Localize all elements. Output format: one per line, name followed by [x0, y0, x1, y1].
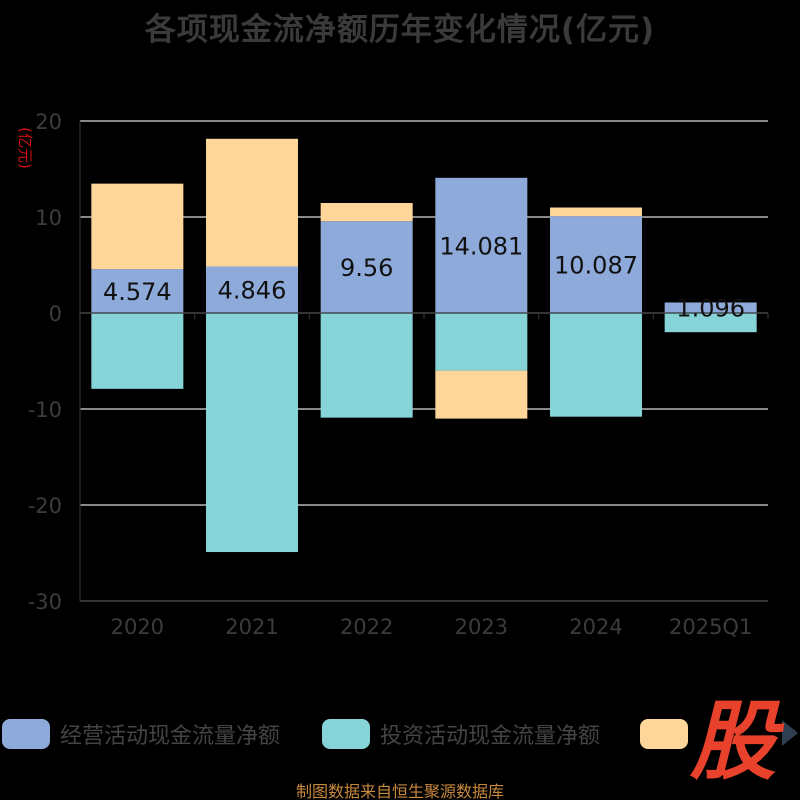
bar-series-0-2023[interactable] [435, 177, 528, 313]
y-tick-label: -20 [28, 494, 62, 518]
bar-series-0-2021[interactable] [206, 266, 298, 313]
bar-series-0-2025Q1[interactable] [664, 302, 757, 313]
legend-swatch-operating [2, 719, 50, 749]
chart-title: 各项现金流净额历年变化情况(亿元) [144, 12, 656, 48]
x-tick-label: 2020 [111, 615, 164, 639]
legend-swatch-investing [322, 719, 370, 749]
chart-svg: 20 10 0 -10 -20 -30 2020 2021 2022 2023 2024 2025Q1… [16, 110, 769, 639]
data-label-operating-2022: 9.56 [340, 254, 393, 282]
labels-layer: 4.574 4.846 9.56 14.081 10.087 1.096 [103, 232, 745, 322]
y-tick-label: -10 [28, 398, 62, 422]
legend-item-investing[interactable]: 投资活动现金流量净额 [322, 712, 600, 756]
bar-series-1-2025Q1[interactable] [664, 313, 757, 333]
legend-label-investing: 投资活动现金流量净额 [380, 724, 601, 749]
bar-series-0-2022[interactable] [320, 221, 413, 313]
x-tick-label: 2021 [225, 615, 278, 639]
bar-series-1-2021[interactable] [206, 313, 298, 553]
bar-series-1-2022[interactable] [320, 313, 413, 418]
y-tick-label: 20 [35, 110, 62, 134]
legend-item-financing[interactable] [640, 712, 698, 756]
y-tick-label: 10 [35, 206, 62, 230]
y-tick-label: 0 [49, 302, 62, 326]
bar-series-0-2020[interactable] [91, 269, 184, 313]
legend-label-operating: 经营活动现金流量净额 [60, 724, 281, 749]
y-tick-label: -30 [28, 590, 62, 614]
data-label-operating-2024: 10.087 [554, 252, 638, 280]
y-axis-label: (亿元) [16, 127, 34, 169]
x-tick-label: 2025Q1 [669, 615, 752, 639]
bar-series-1-2023[interactable] [435, 313, 528, 371]
bar-series-2-2022[interactable] [320, 202, 413, 222]
data-label-operating-2021: 4.846 [218, 277, 287, 305]
data-label-operating-2025Q1: 1.096 [676, 295, 745, 323]
watermark-logo: 股 [690, 692, 776, 792]
data-label-operating-2020: 4.574 [103, 278, 172, 306]
legend: 经营活动现金流量净额 投资活动现金流量净额 [0, 712, 800, 756]
bar-series-1-2020[interactable] [91, 313, 184, 389]
bar-series-2-2024[interactable] [550, 207, 642, 217]
legend-item-operating[interactable]: 经营活动现金流量净额 [2, 712, 280, 756]
bar-series-2-2021[interactable] [206, 138, 298, 267]
legend-next-arrow-icon[interactable] [782, 720, 798, 746]
x-tick-label: 2022 [340, 615, 393, 639]
legend-swatch-financing [640, 719, 688, 749]
bars-layer [91, 138, 757, 553]
x-tick-label: 2023 [455, 615, 508, 639]
x-tick-label: 2024 [569, 615, 622, 639]
data-source: 制图数据来自恒生聚源数据库 [295, 782, 504, 800]
bar-series-2-2023[interactable] [435, 370, 528, 419]
bar-series-1-2024[interactable] [550, 313, 642, 417]
data-label-operating-2023: 14.081 [439, 232, 523, 260]
bar-series-0-2024[interactable] [550, 216, 642, 313]
bar-series-2-2020[interactable] [91, 183, 184, 270]
axis-layer: 20 10 0 -10 -20 -30 2020 2021 2022 2023 2024 2025Q1 [28, 110, 769, 639]
